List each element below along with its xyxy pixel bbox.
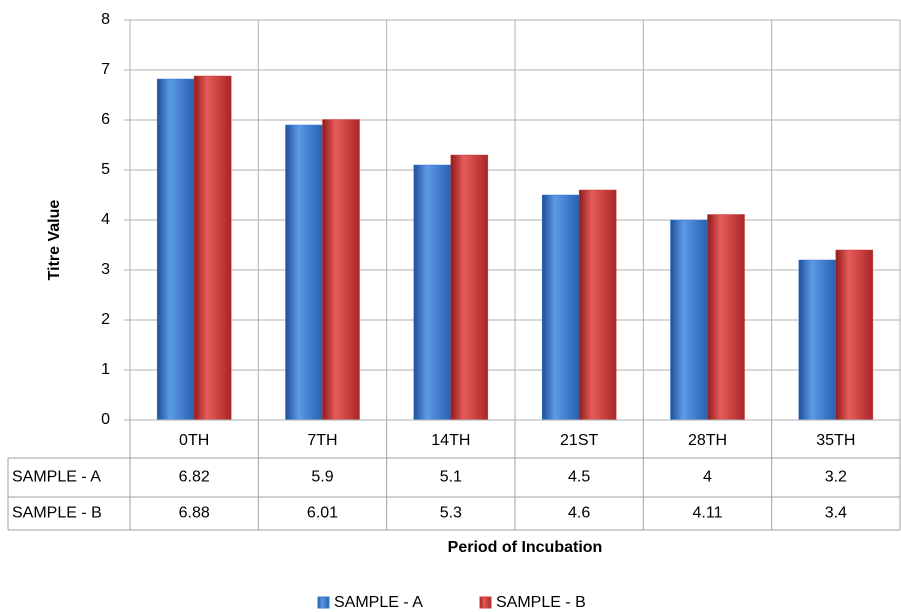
bar: [798, 259, 837, 421]
table-value: 5.9: [311, 469, 333, 486]
bar: [578, 189, 617, 421]
table-value: 4.6: [568, 505, 590, 522]
bar: [670, 219, 708, 421]
table-value: 3.2: [825, 469, 847, 486]
table-value: 3.4: [825, 505, 847, 522]
x-tick-label: 35TH: [816, 432, 855, 449]
y-tick-label: 7: [101, 61, 110, 78]
legend-label: SAMPLE - A: [334, 594, 423, 611]
bar: [541, 194, 580, 421]
y-tick-label: 6: [101, 111, 110, 128]
x-tick-label: 14TH: [431, 432, 470, 449]
legend-label: SAMPLE - B: [496, 594, 586, 611]
legend-swatch: [479, 596, 492, 609]
x-tick-label: 21ST: [560, 432, 598, 449]
table-value: 6.01: [307, 505, 338, 522]
bar: [450, 154, 489, 421]
y-tick-label: 1: [101, 361, 110, 378]
legend-swatch: [317, 596, 330, 609]
table-value: 6.88: [179, 505, 210, 522]
table-value: 4.5: [568, 469, 590, 486]
table-value: 6.82: [179, 469, 210, 486]
table-value: 5.1: [440, 469, 462, 486]
bar: [156, 78, 195, 421]
y-tick-label: 0: [101, 411, 110, 428]
table-row-label: SAMPLE - B: [12, 505, 102, 522]
bar: [835, 249, 874, 421]
bar: [285, 124, 323, 421]
bar: [322, 119, 360, 421]
table-value: 4: [703, 469, 712, 486]
bar: [413, 164, 452, 421]
bar: [707, 214, 745, 421]
y-tick-label: 3: [101, 261, 110, 278]
x-tick-label: 0TH: [179, 432, 209, 449]
x-tick-label: 28TH: [688, 432, 727, 449]
y-tick-label: 2: [101, 311, 110, 328]
table-row-label: SAMPLE - A: [12, 469, 101, 486]
bar: [193, 75, 232, 421]
table-value: 5.3: [440, 505, 462, 522]
y-tick-label: 5: [101, 161, 110, 178]
table-value: 4.11: [693, 505, 723, 522]
x-axis-title: Period of Incubation: [448, 539, 603, 556]
y-axis-title: Titre Value: [46, 200, 63, 281]
x-tick-label: 7TH: [307, 432, 337, 449]
y-tick-label: 8: [101, 11, 110, 28]
y-tick-label: 4: [101, 211, 110, 228]
